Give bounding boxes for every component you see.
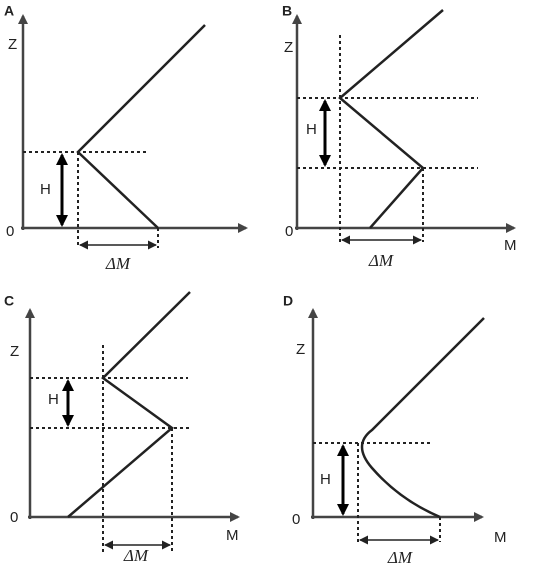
profile-line — [67, 291, 191, 518]
dm-label: ΔM — [123, 546, 149, 565]
panel-a: A Z 0 H ΔM — [4, 3, 248, 273]
dm-label: ΔM — [368, 251, 394, 270]
z-label: Z — [284, 39, 293, 56]
z-label: Z — [296, 341, 305, 358]
z-label: Z — [10, 343, 19, 360]
profile-line — [338, 9, 444, 229]
dm-label: ΔM — [105, 254, 131, 273]
m-label: M — [494, 529, 507, 546]
origin-label: 0 — [292, 511, 300, 528]
origin-label: 0 — [10, 509, 18, 526]
dm-label: ΔM — [387, 548, 413, 567]
h-label: H — [306, 121, 317, 138]
z-label: Z — [8, 36, 17, 53]
profile-line — [76, 24, 206, 229]
panel-d: D Z 0 M H ΔM — [283, 293, 507, 567]
panel-letter: C — [4, 293, 14, 309]
m-label: M — [226, 527, 239, 544]
h-label: H — [320, 471, 331, 488]
h-label: H — [40, 181, 51, 198]
h-label: H — [48, 391, 59, 408]
panel-c: C Z 0 M H ΔM — [4, 291, 240, 565]
origin-label: 0 — [285, 223, 293, 240]
profile-curve — [360, 317, 485, 519]
panel-letter: D — [283, 293, 293, 309]
panel-b: B Z 0 M H ΔM — [282, 3, 517, 270]
panel-letter: A — [4, 3, 14, 19]
origin-label: 0 — [6, 223, 14, 240]
panel-letter: B — [282, 3, 292, 19]
m-label: M — [504, 237, 517, 254]
